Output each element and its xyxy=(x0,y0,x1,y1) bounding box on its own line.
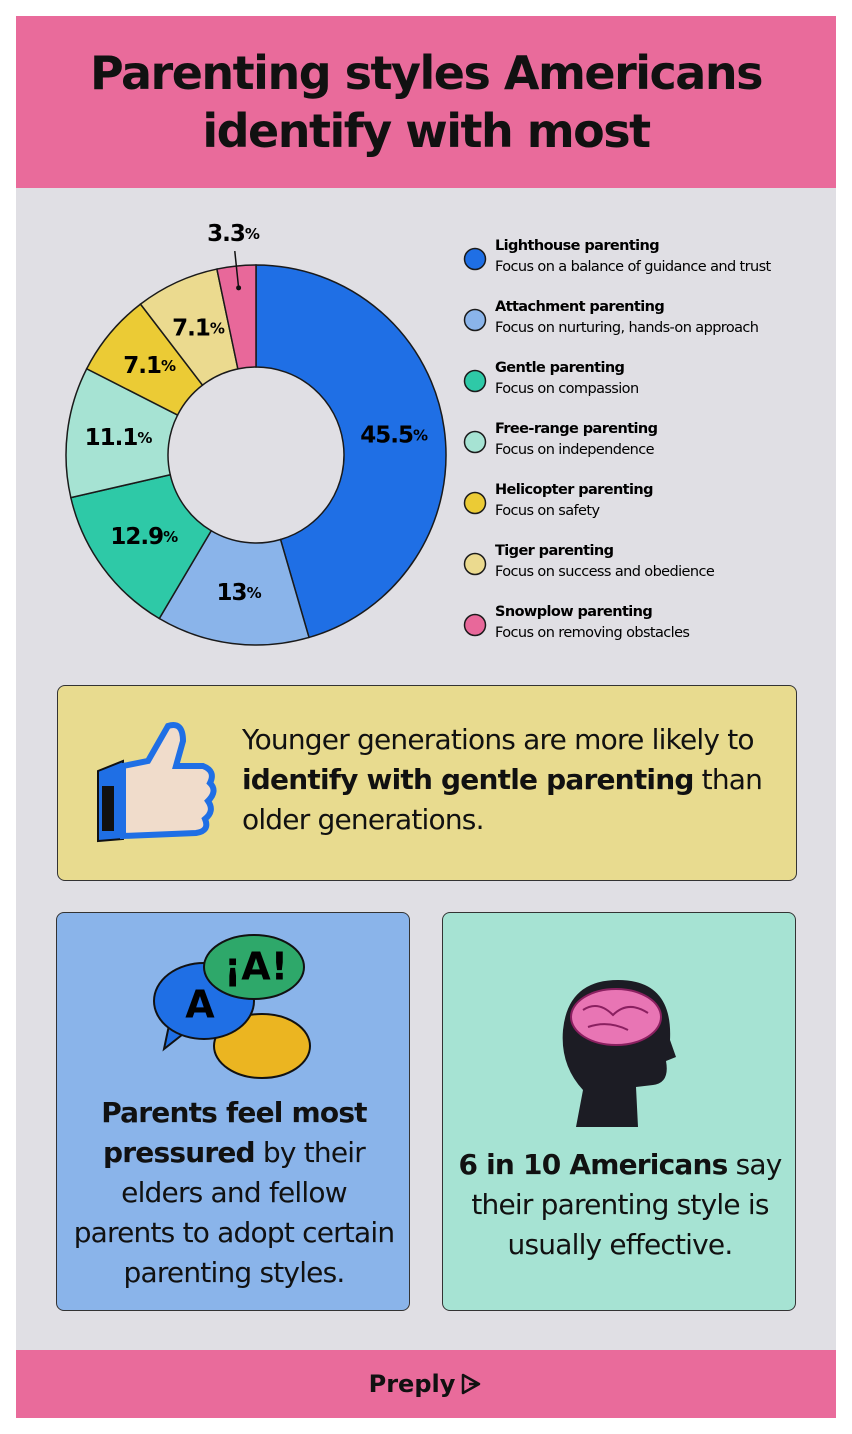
data-label: 13% xyxy=(217,579,262,605)
callout-text: Younger generations are more likely to i… xyxy=(242,720,782,840)
data-label: 3.3% xyxy=(207,221,260,247)
data-label: 7.1% xyxy=(172,315,225,341)
callout-text-part: by their elders and fellow parents to ad… xyxy=(73,1136,395,1289)
legend-description: Focus on compassion xyxy=(495,381,639,397)
callout-text-part: identify with gentle parenting xyxy=(242,763,694,796)
legend-swatch xyxy=(463,613,487,637)
legend-swatch xyxy=(463,369,487,393)
legend-label: Lighthouse parenting xyxy=(495,238,659,254)
legend-label: Free-range parenting xyxy=(495,421,658,437)
donut-chart: 45.5% Lighthouse parenting Focus on a bala… xyxy=(65,221,772,646)
legend-label: Snowplow parenting xyxy=(495,604,652,620)
icon-label: ¡A! xyxy=(224,945,288,989)
data-label: 12.9% xyxy=(110,524,178,550)
callout-text-part: Younger generations are more likely to xyxy=(242,723,755,756)
brand: Preply xyxy=(368,1370,456,1398)
legend-swatch xyxy=(463,552,487,576)
header: Parenting styles Americans identify with… xyxy=(16,16,836,188)
legend-description: Focus on a balance of guidance and trust xyxy=(495,259,772,275)
leader-dot xyxy=(236,285,242,291)
footer: Preply xyxy=(16,1350,836,1418)
legend-description: Focus on safety xyxy=(495,503,600,519)
legend-label: Gentle parenting xyxy=(495,360,625,376)
head-icon xyxy=(562,980,676,1127)
legend-description: Focus on removing obstacles xyxy=(495,625,689,641)
callout-text: 6 in 10 Americans say their parenting st… xyxy=(453,1145,787,1265)
callout-box: ¡A! A Parents feel most pressured by the… xyxy=(56,912,410,1311)
speech-bubbles-icon: ¡A! A xyxy=(153,934,311,1079)
callout-box: Younger generations are more likely to i… xyxy=(57,685,797,881)
icon-label: A xyxy=(185,983,215,1027)
legend-swatch xyxy=(463,491,487,515)
thumbs-up-icon xyxy=(97,722,217,843)
callout-text-part: Parents feel most pressured xyxy=(101,1096,367,1169)
donut-slice xyxy=(215,264,257,370)
donut-slice xyxy=(255,264,447,639)
legend-label: Helicopter parenting xyxy=(495,482,653,498)
brand-logo xyxy=(462,1373,481,1395)
legend-label: Tiger parenting xyxy=(495,543,614,559)
title: Parenting styles Americans identify with… xyxy=(90,46,763,158)
leader-line xyxy=(234,251,240,288)
data-label: 11.1% xyxy=(85,425,153,451)
legend-description: Focus on independence xyxy=(495,442,655,458)
legend-description: Focus on success and obedience xyxy=(495,564,715,580)
data-label: 45.5% xyxy=(360,422,428,448)
callout-text-part: than older generations. xyxy=(242,763,763,836)
callout-text-part: say their parenting style is usually eff… xyxy=(471,1148,782,1261)
legend-label: Attachment parenting xyxy=(495,299,664,315)
callout-text-part: 6 in 10 Americans xyxy=(458,1148,729,1181)
callout-text: Parents feel most pressured by their eld… xyxy=(67,1093,401,1293)
legend-description: Focus on nurturing, hands-on approach xyxy=(495,320,758,336)
legend-swatch xyxy=(463,308,487,332)
legend-swatch xyxy=(463,430,487,454)
data-label: 7.1% xyxy=(123,353,176,379)
callout-box: 6 in 10 Americans say their parenting st… xyxy=(442,912,796,1311)
legend-swatch xyxy=(463,247,487,271)
